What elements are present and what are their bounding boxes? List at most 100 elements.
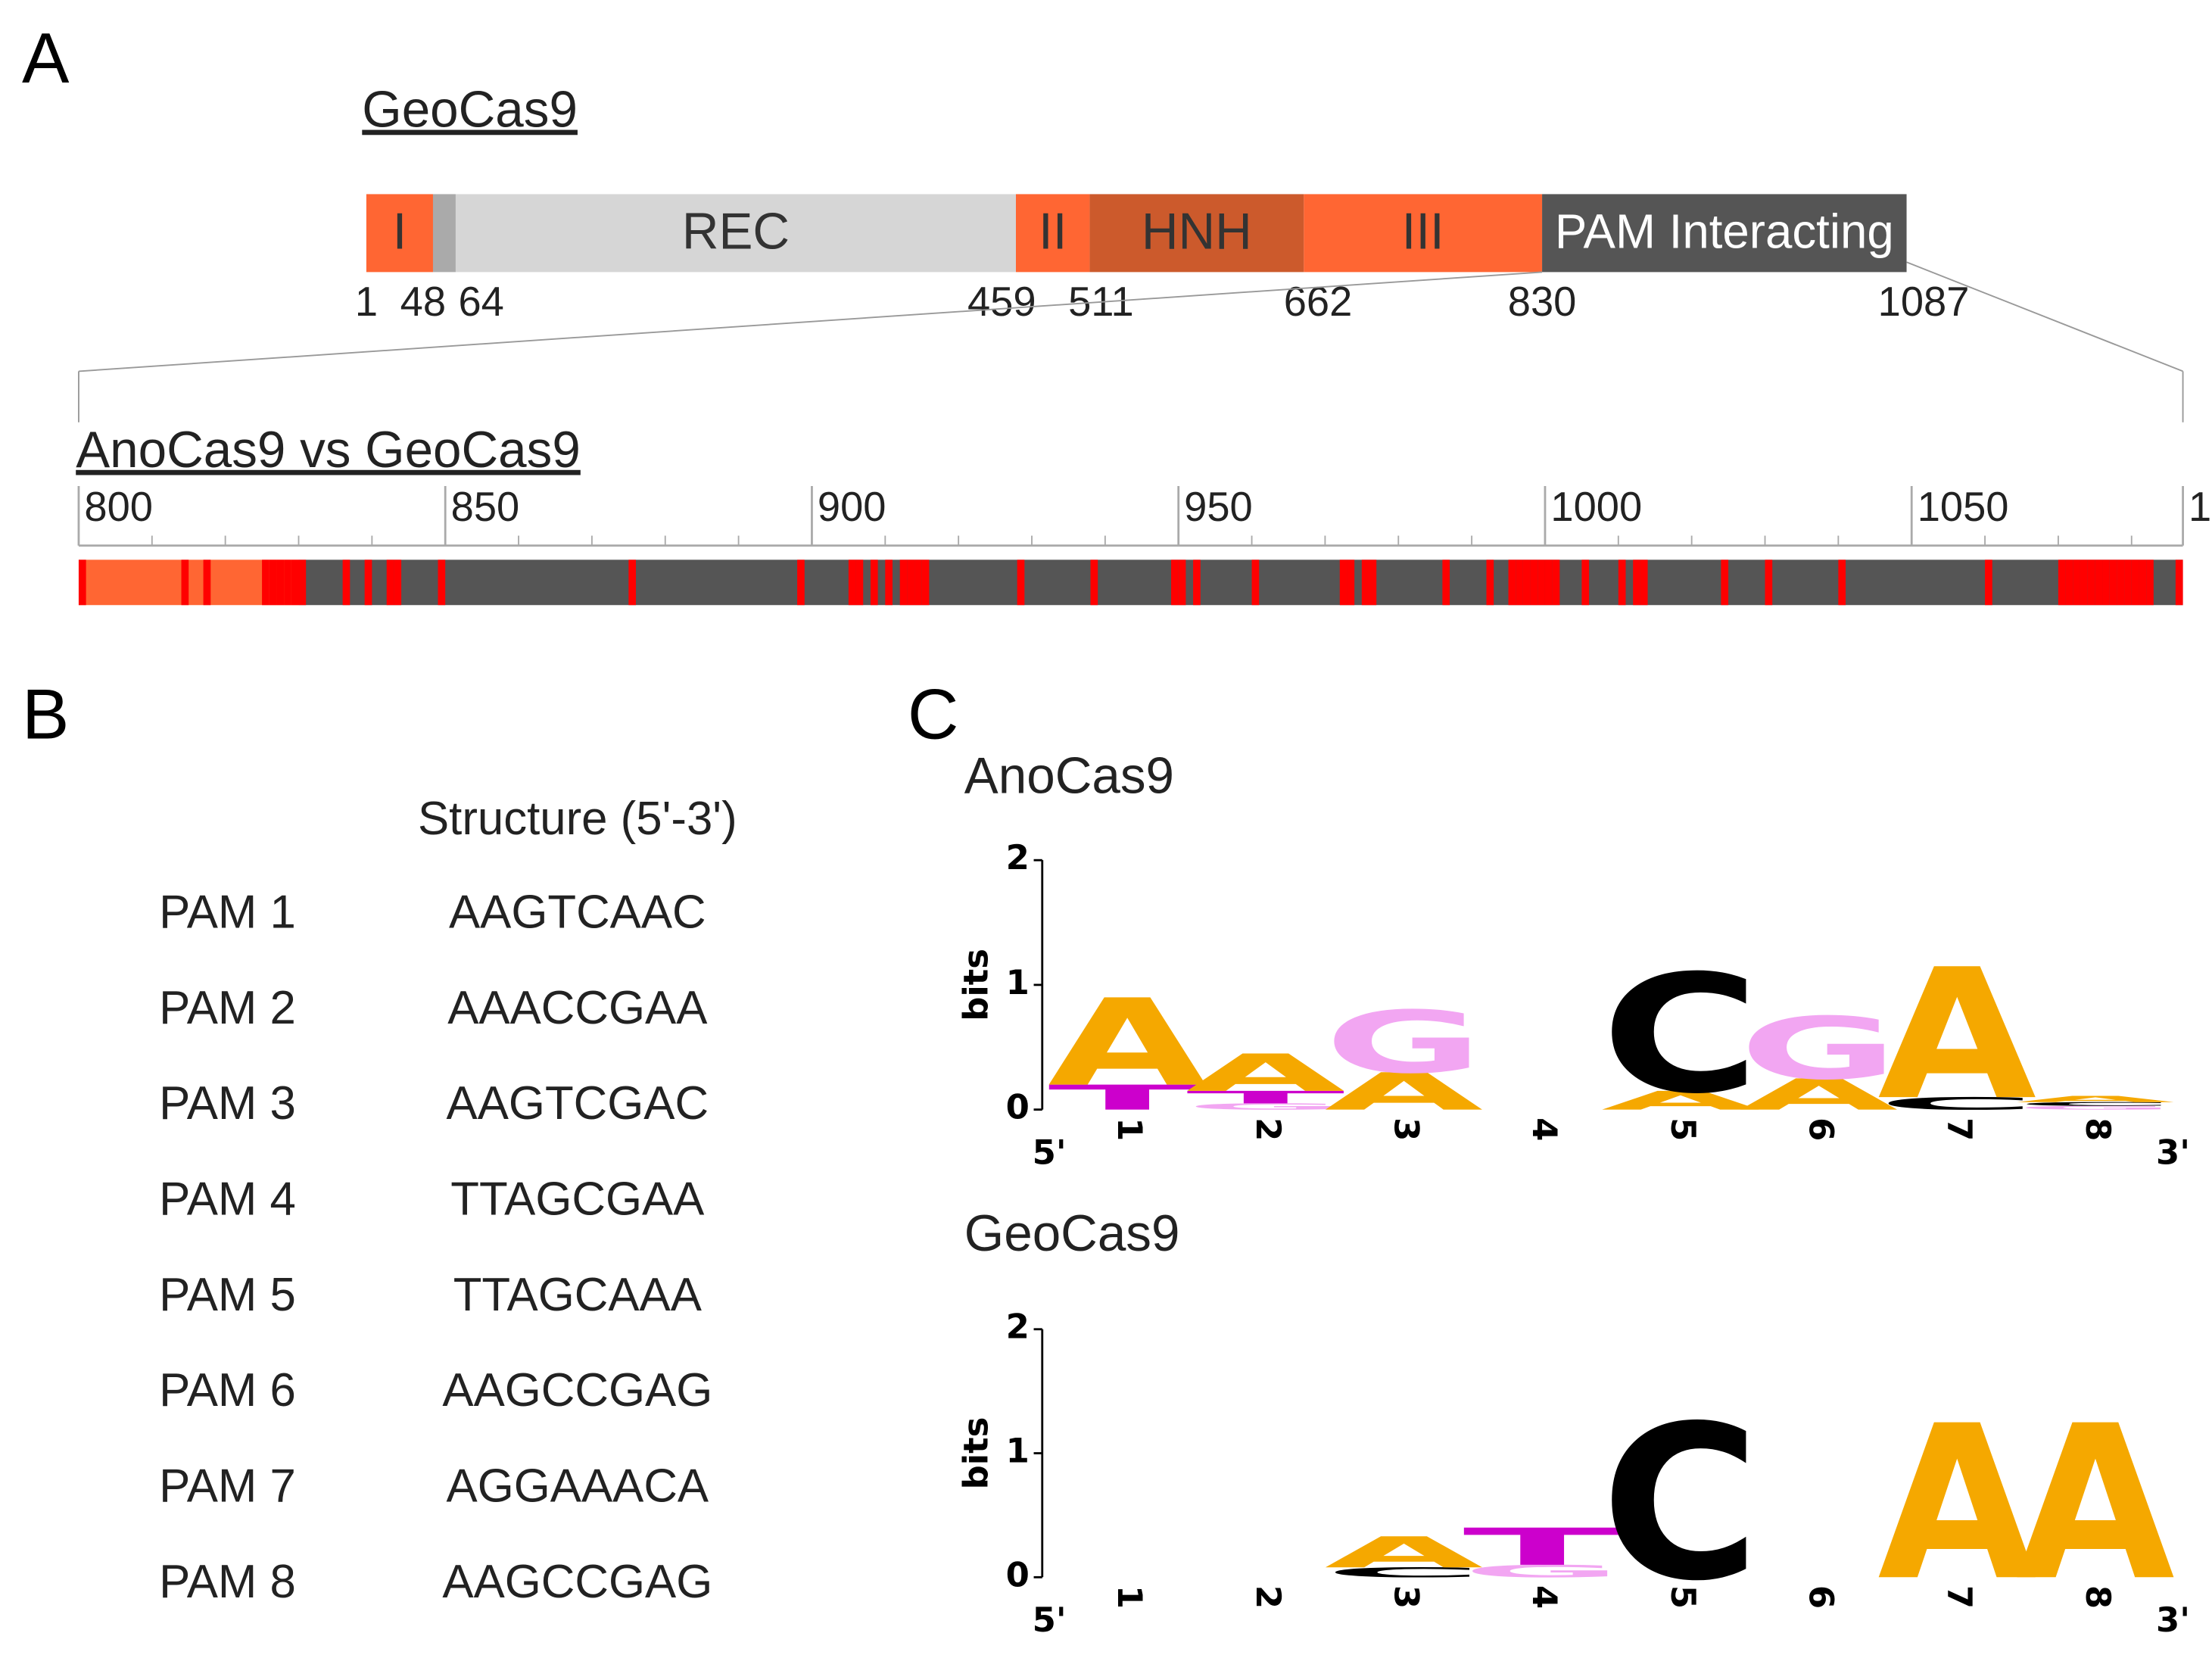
x-start-label: 5' (1033, 1133, 1067, 1173)
difference (797, 559, 805, 606)
difference (2109, 559, 2117, 606)
pam-sequence: TTAGCAAA (453, 1269, 703, 1321)
difference (2175, 559, 2183, 606)
logo-letter: A (2016, 1094, 2175, 1104)
logo-letter: A (1877, 1380, 2036, 1628)
x-tick-label: 950 (1184, 484, 1253, 530)
logo-letter: C (1325, 1565, 1484, 1581)
x-tick-label: 3 (1386, 1117, 1426, 1141)
table-header: Structure (5'-3') (418, 793, 737, 845)
pam-name: PAM 8 (159, 1556, 296, 1608)
difference (203, 559, 211, 606)
x-tick-label: 1050 (1918, 484, 2009, 530)
x-tick-label: 6 (1802, 1117, 1842, 1141)
x-tick-label: 5 (1663, 1117, 1703, 1141)
difference (1516, 559, 1523, 606)
difference (1442, 559, 1450, 606)
difference (342, 559, 350, 606)
pam-name: PAM 5 (159, 1269, 296, 1321)
logo-letter: T (1463, 1518, 1622, 1578)
difference (181, 559, 189, 606)
zoom-line (78, 271, 1543, 372)
logo-letter: A (1186, 1043, 1345, 1103)
difference (1017, 559, 1025, 606)
logo-letter: A (1601, 1086, 1760, 1116)
logo-letter: T (1048, 1078, 1207, 1117)
difference (2131, 559, 2139, 606)
difference (1090, 559, 1098, 606)
difference (1193, 559, 1201, 606)
difference (298, 559, 307, 606)
y-tick-label: 2 (1006, 837, 1030, 877)
difference (907, 559, 915, 606)
panel-label: A (22, 18, 70, 98)
y-tick-label: 2 (1006, 1307, 1030, 1347)
domain-tick-label: 459 (967, 279, 1036, 325)
domain (1304, 194, 1543, 273)
x-tick-label: 7 (1939, 1117, 1980, 1141)
x-end-label: 3' (2156, 1133, 2190, 1173)
difference (914, 559, 922, 606)
logo-title: AnoCas9 (964, 747, 1174, 804)
difference (1537, 559, 1545, 606)
domain (432, 194, 456, 273)
difference (1508, 559, 1516, 606)
logo-letter: C (1877, 1094, 2036, 1114)
x-tick-label: 5 (1663, 1585, 1703, 1609)
y-axis-label: bits (956, 1417, 996, 1490)
difference (2087, 559, 2095, 606)
difference (386, 559, 394, 606)
difference (2117, 559, 2125, 606)
difference (2080, 559, 2088, 606)
difference (78, 559, 86, 606)
logo-letter: C (2016, 1101, 2175, 1107)
difference (2102, 559, 2110, 606)
difference (1544, 559, 1553, 606)
pam-name: PAM 1 (159, 886, 296, 938)
domain-tick-label: 48 (400, 279, 446, 325)
x-tick-label: 2 (1248, 1585, 1288, 1609)
difference (438, 559, 446, 606)
domain-label: I (393, 204, 407, 260)
x-tick-label: 1000 (1550, 484, 1642, 530)
difference (1369, 559, 1377, 606)
difference (1765, 559, 1773, 606)
x-tick-label: 2 (1248, 1117, 1288, 1141)
difference (1339, 559, 1347, 606)
domain-tick-label: 64 (458, 279, 503, 325)
logo-letter: G (1186, 1102, 1345, 1111)
pam-name: PAM 3 (159, 1077, 296, 1130)
logo-letter: A (1877, 931, 2036, 1139)
logo-letter: G (2016, 1105, 2175, 1111)
domain (366, 194, 433, 273)
domain-label: REC (682, 204, 790, 260)
difference (848, 559, 856, 606)
x-tick-label: 6 (1802, 1585, 1842, 1609)
x-tick-label: 4 (1525, 1117, 1565, 1141)
difference (284, 559, 291, 606)
logo-letter: T (1186, 1088, 1345, 1108)
domain (1015, 194, 1090, 273)
difference (885, 559, 893, 606)
difference (1522, 559, 1531, 606)
y-tick-label: 0 (1006, 1087, 1030, 1127)
domain-label: HNH (1142, 204, 1252, 260)
logo-letter: A (2016, 1380, 2175, 1628)
pam-sequence: AAACCGAA (447, 982, 708, 1034)
difference (921, 559, 930, 606)
y-tick-label: 1 (1006, 1431, 1030, 1471)
domain-label: PAM Interacting (1555, 205, 1894, 259)
difference (1985, 559, 1992, 606)
x-tick-label: 3 (1386, 1585, 1426, 1609)
pam-name: PAM 7 (159, 1460, 296, 1513)
difference (1633, 559, 1640, 606)
difference (2124, 559, 2132, 606)
x-tick-label: 850 (451, 484, 520, 530)
difference (1178, 559, 1186, 606)
x-tick-label: 8 (2078, 1117, 2118, 1141)
difference (2095, 559, 2103, 606)
x-tick-label: 1 (1110, 1117, 1150, 1141)
difference (1640, 559, 1648, 606)
difference (1618, 559, 1626, 606)
